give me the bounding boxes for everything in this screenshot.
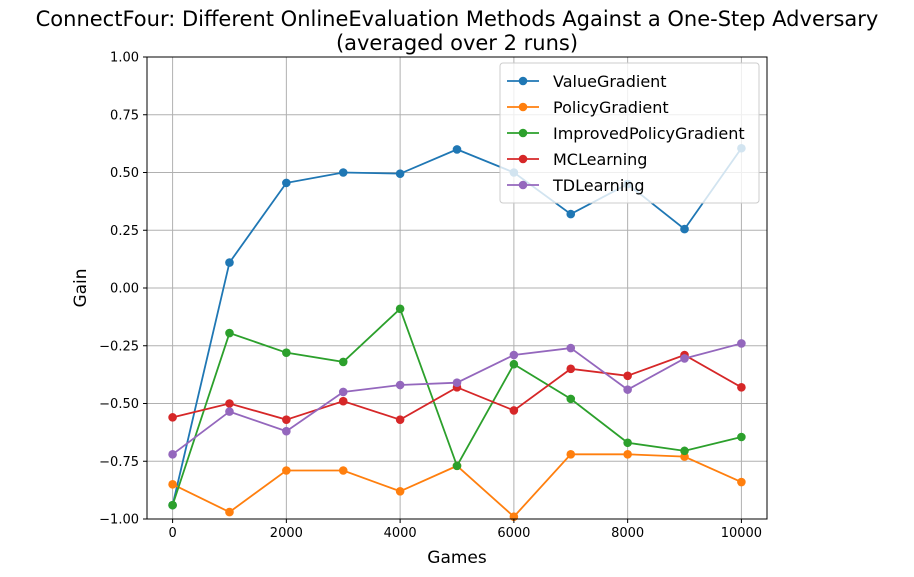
- data-point: [452, 145, 462, 154]
- data-point: [338, 168, 348, 177]
- data-point: [282, 415, 291, 424]
- data-point: [168, 480, 177, 489]
- series-line: [172, 342, 742, 456]
- data-point: [338, 357, 348, 367]
- data-point: [566, 343, 576, 353]
- series-ImprovedPolicyGradient: [168, 304, 746, 510]
- data-point: [225, 258, 234, 267]
- ticks: 0 2000 4000 6000 8000 10000 −1.00 −0.75 −0.50 −0.…: [99, 51, 762, 542]
- data-point: [737, 383, 746, 392]
- legend-marker: [518, 180, 528, 190]
- data-point: [737, 432, 746, 442]
- data-point: [737, 477, 746, 487]
- legend-label: ValueGradient: [553, 72, 667, 91]
- legend-marker: [518, 102, 528, 112]
- data-point: [395, 169, 405, 178]
- data-point: [282, 178, 291, 188]
- legend-marker: [518, 154, 528, 164]
- data-point: [452, 378, 462, 388]
- data-point: [282, 466, 291, 475]
- x-axis-label: Games: [427, 548, 487, 568]
- data-point: [395, 380, 405, 390]
- data-point: [225, 507, 234, 517]
- y-tick-label: 0.00: [110, 282, 139, 297]
- data-point: [566, 209, 576, 219]
- data-point: [623, 385, 632, 394]
- data-point: [452, 461, 462, 471]
- data-point: [395, 415, 405, 424]
- data-point: [395, 486, 405, 496]
- x-tick-label: 10000: [721, 526, 762, 541]
- data-point: [395, 304, 405, 314]
- y-tick-label: 0.25: [110, 224, 139, 239]
- legend-label: PolicyGradient: [553, 98, 669, 117]
- y-tick-label: 0.75: [110, 108, 139, 123]
- legend: ValueGradient PolicyGradient ImprovedPolic…: [499, 62, 760, 204]
- data-point: [509, 406, 519, 415]
- data-point: [680, 446, 689, 456]
- y-tick-label: −1.00: [99, 513, 139, 528]
- x-tick-label: 8000: [611, 526, 644, 541]
- data-point: [509, 350, 519, 360]
- x-tick-label: 4000: [384, 526, 417, 541]
- data-point: [168, 500, 177, 510]
- series-line: [171, 307, 742, 506]
- data-point: [282, 348, 291, 357]
- data-point: [566, 364, 576, 374]
- legend-label: MCLearning: [553, 150, 647, 169]
- legend-box: [499, 62, 760, 204]
- data-point: [566, 394, 576, 404]
- data-point: [623, 371, 632, 381]
- data-point: [225, 407, 234, 416]
- y-tick-label: 1.00: [110, 51, 139, 66]
- chart-title: ConnectFour: Different OnlineEvaluation …: [36, 7, 879, 31]
- series-TDLearning: [168, 339, 746, 459]
- data-point: [338, 396, 348, 406]
- data-point: [225, 328, 234, 338]
- data-point: [680, 354, 689, 363]
- y-tick-label: 0.50: [110, 166, 139, 181]
- series-layer: [168, 143, 746, 521]
- y-axis-label: Gain: [71, 268, 91, 307]
- data-point: [680, 224, 689, 234]
- data-point: [282, 426, 291, 436]
- series-PolicyGradient: [168, 450, 746, 521]
- y-tick-label: −0.50: [99, 397, 139, 412]
- data-point: [168, 413, 177, 422]
- x-tick-label: 6000: [497, 526, 530, 541]
- y-tick-label: −0.75: [99, 455, 139, 470]
- legend-marker: [518, 76, 528, 86]
- data-point: [623, 450, 632, 459]
- data-point: [737, 339, 746, 348]
- data-point: [225, 399, 234, 408]
- chart-subtitle: (averaged over 2 runs): [336, 31, 578, 55]
- data-point: [168, 450, 177, 459]
- data-point: [566, 450, 576, 459]
- y-tick-label: −0.25: [99, 339, 139, 354]
- series-MCLearning: [168, 350, 746, 424]
- legend-label: TDLearning: [552, 176, 645, 195]
- data-point: [338, 387, 348, 397]
- legend-marker: [518, 128, 528, 138]
- x-tick-label: 0: [168, 526, 176, 541]
- data-point: [623, 438, 632, 448]
- data-point: [509, 359, 519, 369]
- x-tick-label: 2000: [270, 526, 303, 541]
- legend-label: ImprovedPolicyGradient: [553, 124, 745, 143]
- data-point: [338, 466, 348, 475]
